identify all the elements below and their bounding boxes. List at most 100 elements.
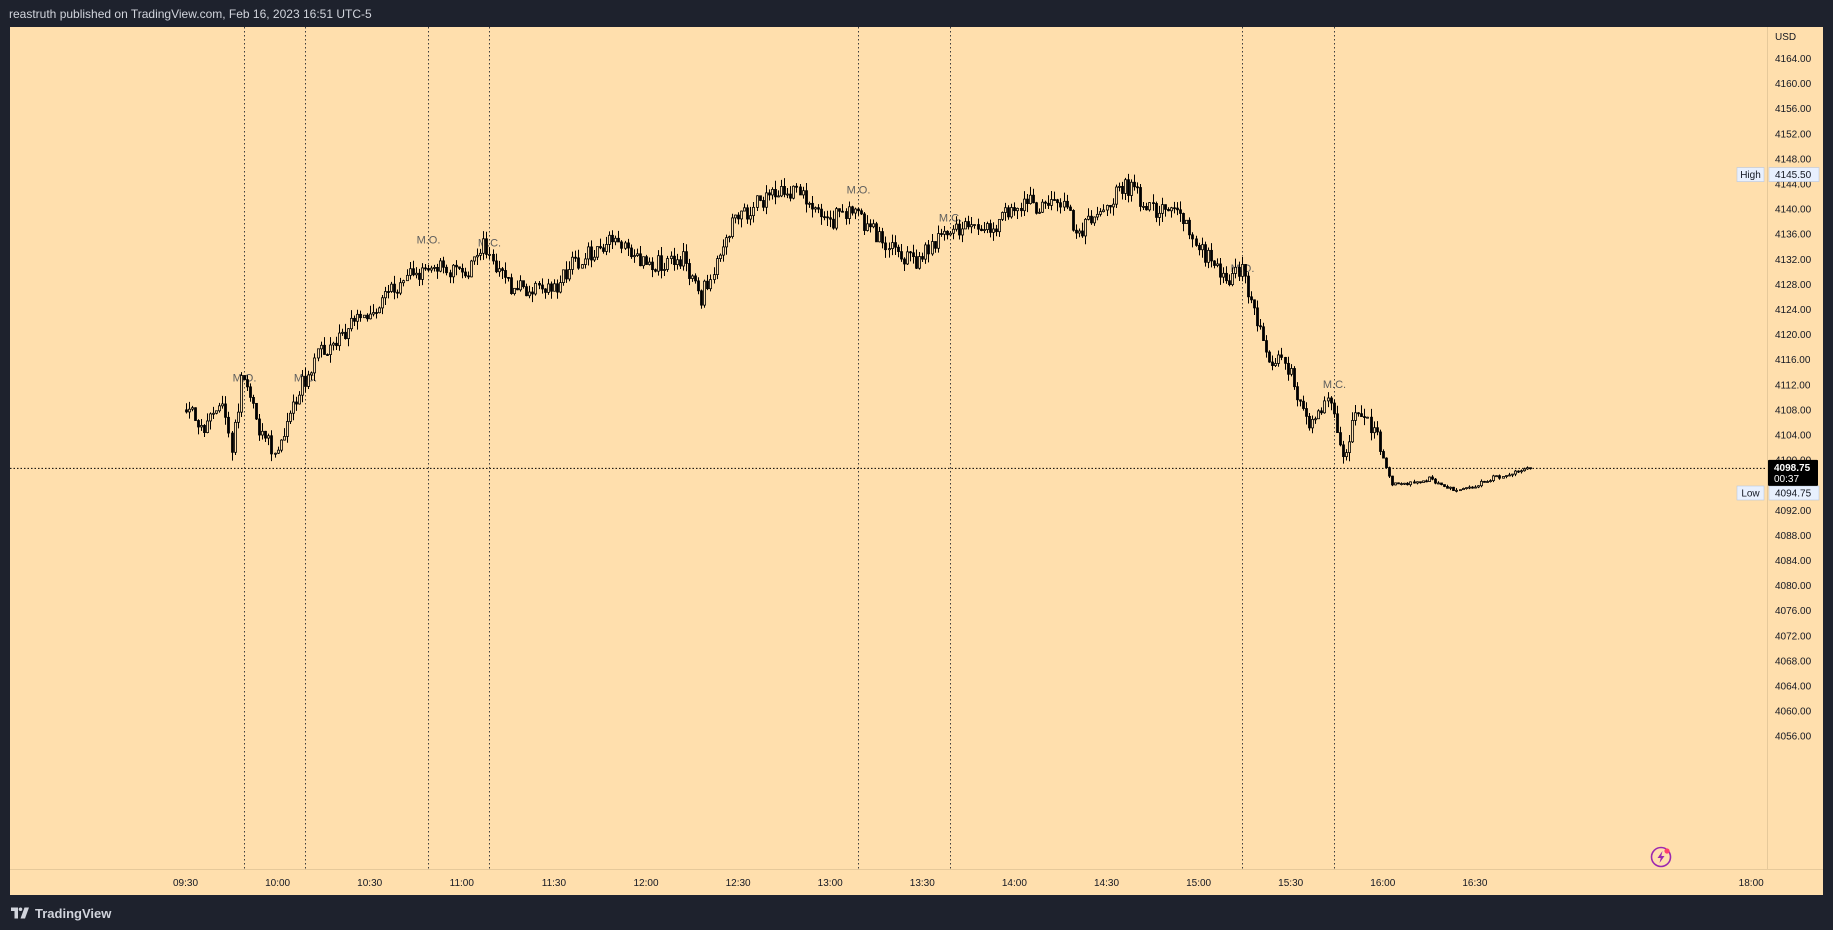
candle-body <box>832 218 835 229</box>
candle-body <box>1370 416 1373 434</box>
candle-body <box>1416 481 1419 484</box>
candle-body <box>234 421 237 453</box>
candle-body <box>433 266 436 269</box>
candle-body <box>393 283 396 293</box>
candle-body <box>1228 280 1231 286</box>
candle-body <box>424 267 427 270</box>
session-marker-label: M.O. <box>847 184 871 196</box>
candle-body <box>587 246 590 260</box>
candle-body <box>252 396 255 404</box>
price-chart[interactable]: M.O.M.C.M.O.M.C.M.O.M.C.M.O.M.C. USD 416… <box>10 27 1823 895</box>
y-tick-label: 4088.00 <box>1775 531 1812 542</box>
candle-body <box>519 280 522 291</box>
candle-body <box>295 401 298 405</box>
candle-body <box>1351 420 1354 443</box>
x-tick-label: 14:00 <box>1002 878 1027 889</box>
candle-body <box>863 213 866 231</box>
candle-body <box>1118 185 1121 188</box>
high-tag-label: High <box>1740 170 1761 181</box>
price-axis[interactable]: USD 4164.00 4160.00 4156.00 4152.00 4148.00 4… <box>1775 32 1812 743</box>
lightning-icon[interactable] <box>1650 846 1672 868</box>
candle-body <box>409 268 412 276</box>
candle-body <box>1090 215 1093 224</box>
candle-body <box>1314 418 1317 421</box>
candle-body <box>565 269 568 280</box>
candle-body <box>900 251 903 260</box>
y-tick-label: 4164.00 <box>1775 54 1812 65</box>
chart-header: reastruth published on TradingView.com, … <box>0 0 1833 28</box>
candle-body <box>1087 215 1090 220</box>
candle-body <box>1385 457 1388 468</box>
candle-body <box>1268 351 1271 363</box>
y-tick-label: 4124.00 <box>1775 305 1812 316</box>
candle-body <box>418 272 421 280</box>
x-tick-label: 14:30 <box>1094 878 1119 889</box>
candle-body <box>786 193 789 196</box>
candle-body <box>495 260 498 273</box>
candle-body <box>421 267 424 280</box>
candle-body <box>1164 204 1167 210</box>
candle-body <box>740 210 743 220</box>
candle-body <box>1274 363 1277 366</box>
candle-body <box>1179 209 1182 214</box>
y-tick-label: 4056.00 <box>1775 732 1812 743</box>
candle-body <box>1219 263 1222 278</box>
candle-body <box>221 403 224 407</box>
candle-body <box>485 238 488 255</box>
candle-body <box>688 263 691 279</box>
candle-body <box>559 282 562 293</box>
candle-body <box>1182 213 1185 225</box>
candle-body <box>961 228 964 236</box>
candle-body <box>703 280 706 306</box>
candle-body <box>1265 340 1268 353</box>
candle-body <box>826 216 829 219</box>
candle-body <box>1001 212 1004 220</box>
candle-body <box>516 287 519 291</box>
candle-body <box>1459 489 1462 492</box>
candle-body <box>488 253 491 256</box>
candle-body <box>1305 408 1308 417</box>
candle-body <box>231 432 234 453</box>
candle-body <box>313 357 316 374</box>
candle-body <box>194 407 197 421</box>
time-axis[interactable]: 09:30 10:00 10:30 11:00 11:30 12:00 12:30 13:00… <box>173 878 1764 889</box>
candle-body <box>706 280 709 290</box>
candle-body <box>921 256 924 260</box>
x-tick-label: 16:00 <box>1370 878 1395 889</box>
y-tick-label: 4084.00 <box>1775 556 1812 567</box>
candle-body <box>986 223 989 230</box>
y-tick-label: 4092.00 <box>1775 506 1812 517</box>
candle-body <box>227 416 230 434</box>
candle-body <box>614 237 617 243</box>
candle-body <box>188 408 191 413</box>
candle-body <box>553 283 556 292</box>
tradingview-brand[interactable]: TradingView <box>10 905 111 921</box>
candle-body <box>1330 397 1333 404</box>
candle-body <box>756 195 759 208</box>
candle-body <box>1409 481 1412 486</box>
candle-body <box>1029 194 1032 205</box>
candle-body <box>501 268 504 271</box>
candle-body <box>359 313 362 319</box>
candle-body <box>399 282 402 294</box>
candle-body <box>375 312 378 314</box>
candle-body <box>1271 361 1274 366</box>
candle-body <box>571 256 574 270</box>
candle-body <box>301 375 304 396</box>
candle-body <box>777 195 780 198</box>
candle-body <box>1096 213 1099 218</box>
candle-body <box>691 275 694 279</box>
candle-body <box>1047 202 1050 206</box>
candle-body <box>924 244 927 260</box>
footer-bar: TradingView <box>0 895 1833 930</box>
candle-body <box>795 185 798 188</box>
candle-body <box>249 386 252 398</box>
candle-body <box>884 242 887 251</box>
candle-body <box>722 246 725 256</box>
candle-body <box>611 234 614 243</box>
candle-body <box>1465 487 1468 490</box>
candle-body <box>1188 219 1191 236</box>
candle-body <box>1185 219 1188 225</box>
candle-body <box>666 258 669 270</box>
x-tick-label: 13:00 <box>818 878 843 889</box>
